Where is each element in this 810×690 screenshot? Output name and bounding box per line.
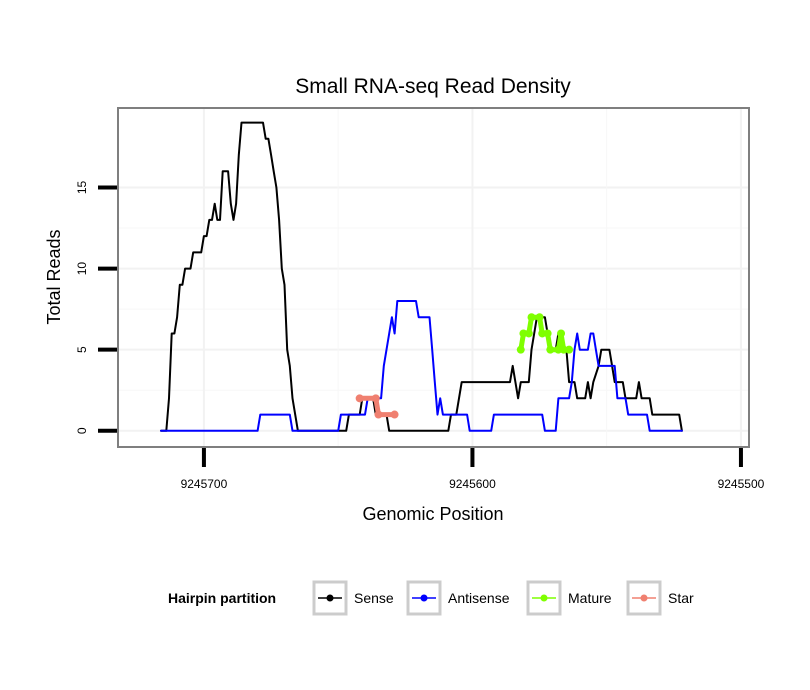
series-layer: [160, 121, 683, 432]
point-star-1: [371, 394, 380, 403]
x-tick-label-2: 9245500: [718, 477, 765, 491]
legend-label-antisense: Antisense: [448, 590, 510, 606]
point-mature-7: [546, 345, 555, 354]
point-mature-11: [565, 345, 574, 354]
point-mature-6: [543, 329, 552, 338]
series-line-star: [357, 395, 398, 418]
point-mature-4: [535, 313, 544, 322]
legend-label-sense: Sense: [354, 590, 394, 606]
x-tick-label-1: 9245600: [449, 477, 496, 491]
legend-label-star: Star: [668, 590, 694, 606]
point-mature-9: [557, 329, 566, 338]
point-mature-0: [516, 345, 525, 354]
legend-dot-star: [640, 594, 648, 602]
chart-title: Small RNA-seq Read Density: [295, 75, 571, 98]
y-axis-label: Total Reads: [44, 229, 64, 324]
legend-dot-sense: [326, 594, 334, 602]
point-mature-2: [524, 329, 533, 338]
point-star-3: [390, 410, 399, 419]
y-axis: 0 5 10 15: [75, 180, 117, 434]
legend-dot-antisense: [420, 594, 428, 602]
point-star-2: [374, 410, 383, 419]
point-mature-3: [527, 313, 536, 322]
series-line-sense: [160, 121, 683, 432]
legend-dot-mature: [540, 594, 548, 602]
point-star-0: [355, 394, 364, 403]
y-tick-label-3: 15: [75, 180, 89, 194]
series-sense: [160, 121, 683, 432]
y-tick-label-0: 0: [75, 427, 89, 434]
grid: [119, 109, 748, 446]
legend-title: Hairpin partition: [168, 590, 276, 606]
legend: Hairpin partition Sense Antisense Mature…: [168, 580, 694, 616]
y-tick-label-2: 10: [75, 262, 89, 276]
legend-label-mature: Mature: [568, 590, 612, 606]
plot-panel: [117, 107, 750, 448]
y-tick-label-1: 5: [75, 346, 89, 353]
series-star: [355, 394, 399, 419]
x-axis-label: Genomic Position: [362, 504, 503, 524]
x-tick-label-0: 9245700: [181, 477, 228, 491]
x-axis: 9245700 9245600 9245500: [181, 448, 765, 491]
series-mature: [516, 313, 574, 354]
